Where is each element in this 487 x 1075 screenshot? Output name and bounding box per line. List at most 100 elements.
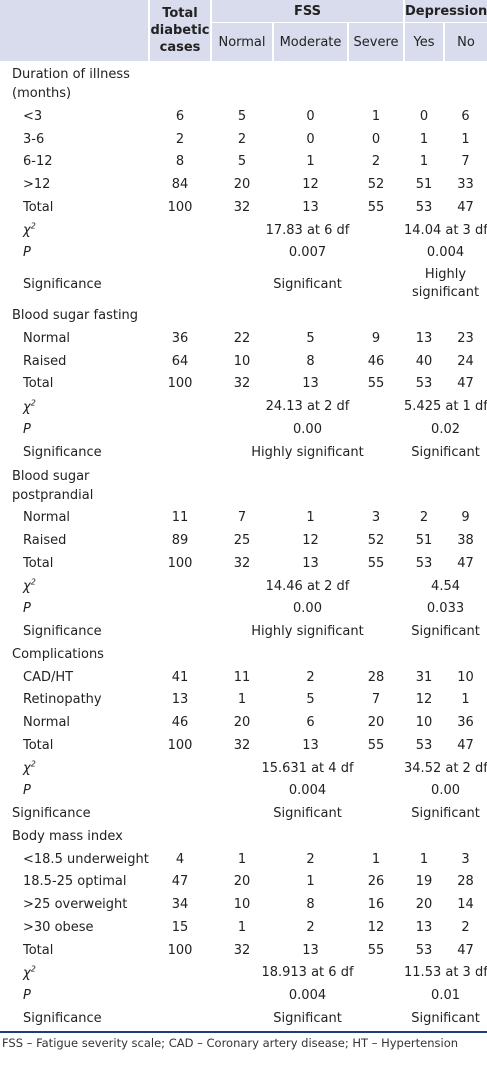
cell-severe: 0 — [371, 131, 381, 147]
row-label: <3 — [23, 108, 43, 124]
header-yes: Yes — [403, 22, 445, 62]
chi-fss: 15.631 at 4 df — [261, 760, 354, 776]
empty-cell — [273, 62, 348, 106]
significance-row: Significance Significant Highly significan… — [0, 264, 487, 304]
cell-normal: 22 — [233, 330, 251, 346]
empty-cell — [404, 62, 444, 106]
row-label: >25 overweight — [23, 897, 128, 913]
empty-cell — [149, 962, 211, 985]
empty-cell — [149, 780, 211, 803]
table-row: Total 100 32 13 55 53 47 — [0, 734, 487, 757]
p-depression: 0.00 — [431, 783, 460, 799]
chi-symbol: χ2 — [23, 964, 36, 982]
table-row: Total 100 32 13 55 53 47 — [0, 373, 487, 396]
cell-total: 64 — [171, 353, 189, 369]
table-row: 6-12 8 5 1 2 1 7 — [0, 151, 487, 174]
cell-total: 46 — [171, 715, 189, 731]
significance-row: Significance Significant Significant — [0, 1007, 487, 1030]
cell-yes: 1 — [419, 851, 429, 867]
section-heading-row: Duration of illness (months) — [0, 62, 487, 106]
cell-yes: 51 — [415, 533, 433, 549]
chi-superscript: 2 — [30, 964, 36, 974]
empty-cell — [149, 598, 211, 621]
significance-label: Significance — [23, 276, 102, 292]
cell-total: 34 — [171, 897, 189, 913]
p-fss: 0.004 — [288, 783, 327, 799]
row-label: Total — [23, 555, 54, 571]
cell-severe: 3 — [371, 510, 381, 526]
cell-moderate: 1 — [306, 510, 315, 526]
cell-yes: 51 — [415, 177, 433, 193]
cell-normal: 32 — [233, 376, 251, 392]
cell-normal: 5 — [237, 108, 247, 124]
empty-cell — [149, 825, 211, 848]
cell-yes: 53 — [415, 555, 433, 571]
p-depression: 0.004 — [426, 245, 465, 261]
row-label: 3-6 — [23, 131, 45, 147]
cell-normal: 10 — [233, 353, 251, 369]
section-heading-row: Complications — [0, 643, 487, 666]
empty-cell — [211, 825, 273, 848]
chi-text: χ — [23, 761, 31, 777]
chi-square-row: χ2 18.913 at 6 df 11.53 at 3 df — [0, 962, 487, 985]
table-footnote: FSS – Fatigue severity scale; CAD – Coro… — [0, 1030, 487, 1050]
cell-moderate: 8 — [306, 353, 315, 369]
p-fss: 0.00 — [293, 421, 322, 437]
cell-no: 33 — [457, 177, 474, 193]
chi-depression: 11.53 at 3 df — [404, 965, 487, 981]
chi-symbol: χ2 — [23, 222, 36, 238]
cell-severe: 16 — [367, 897, 385, 913]
header-no: No — [443, 22, 487, 62]
cell-moderate: 2 — [306, 669, 315, 685]
empty-cell — [404, 825, 444, 848]
cell-moderate: 2 — [306, 919, 315, 935]
empty-cell — [404, 643, 444, 666]
significance-label: Significance — [23, 1010, 102, 1026]
empty-cell — [348, 825, 404, 848]
cell-yes: 53 — [415, 199, 433, 215]
cell-total: 8 — [175, 154, 185, 170]
cell-total: 4 — [175, 851, 185, 867]
section-heading: Blood sugar postprandial — [12, 468, 94, 503]
cell-no: 47 — [457, 737, 474, 753]
empty-cell — [149, 620, 211, 643]
cell-yes: 40 — [415, 353, 433, 369]
cell-moderate: 0 — [306, 131, 315, 147]
cell-yes: 2 — [419, 510, 429, 526]
chi-depression: 4.54 — [431, 578, 460, 594]
cell-normal: 10 — [233, 897, 251, 913]
empty-cell — [404, 304, 444, 327]
cell-no: 7 — [461, 154, 470, 170]
table-row: 3-6 2 2 0 0 1 1 — [0, 128, 487, 151]
cell-normal: 32 — [233, 737, 251, 753]
cell-moderate: 13 — [302, 942, 319, 958]
cell-yes: 31 — [415, 669, 433, 685]
cell-total: 2 — [175, 131, 185, 147]
p-fss: 0.004 — [288, 988, 327, 1004]
cell-normal: 20 — [233, 177, 251, 193]
cell-normal: 32 — [233, 942, 251, 958]
header-depression: Depression — [403, 0, 487, 23]
p-label: P — [23, 421, 31, 437]
section-heading: Body mass index — [12, 828, 123, 844]
cell-yes: 13 — [415, 330, 433, 346]
significance-fss: Significant — [273, 276, 342, 292]
chi-square-row: χ2 17.83 at 6 df 14.04 at 3 df — [0, 219, 487, 242]
cell-moderate: 13 — [302, 555, 319, 571]
cell-total: 100 — [167, 199, 193, 215]
cell-severe: 1 — [371, 108, 381, 124]
empty-cell — [149, 464, 211, 507]
empty-cell — [149, 242, 211, 265]
empty-cell — [149, 264, 211, 304]
cell-no: 6 — [461, 108, 470, 124]
cell-total: 13 — [171, 692, 189, 708]
cell-yes: 1 — [419, 131, 429, 147]
empty-cell — [149, 304, 211, 327]
table-row: 18.5-25 optimal 47 20 1 26 19 28 — [0, 871, 487, 894]
row-label: Normal — [23, 330, 71, 346]
header-moderate: Moderate — [272, 22, 348, 62]
empty-cell — [211, 304, 273, 327]
significance-label: Significance — [23, 624, 102, 640]
table-body: Duration of illness (months) <3 6 5 0 1 0 6 3-6 2… — [0, 62, 487, 1030]
chi-text: χ — [23, 966, 31, 982]
